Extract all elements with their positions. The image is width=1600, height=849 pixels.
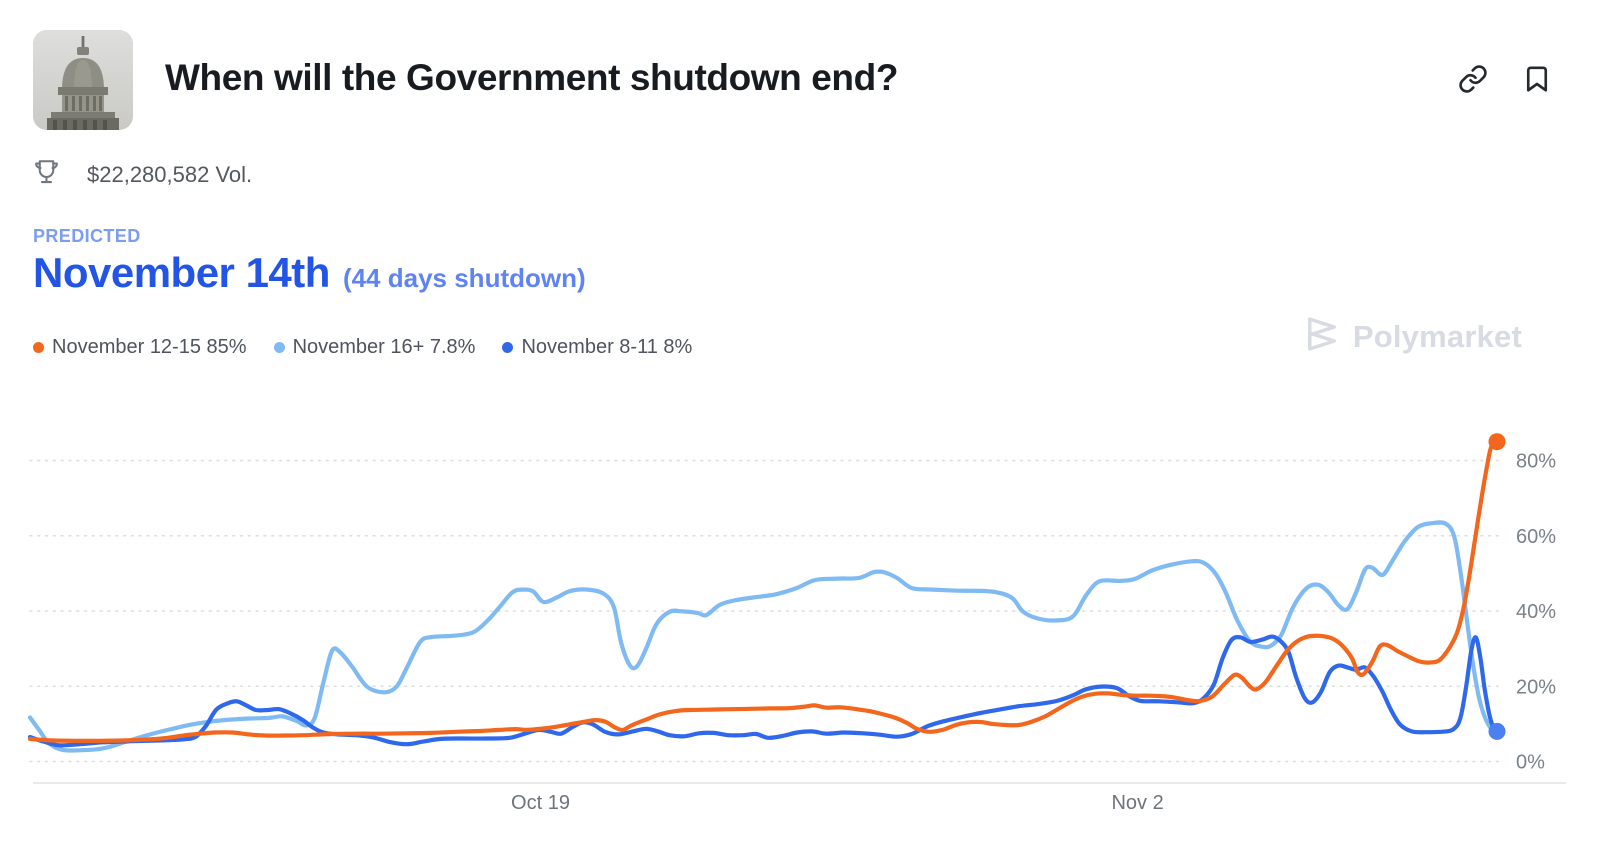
volume-text: $22,280,582 Vol. [87,162,253,187]
y-axis-label-80%: 80% [1516,451,1556,473]
legend-dot-blue [502,342,514,353]
market-image [33,30,133,130]
legend-item-november-8-11[interactable]: November 8-11 8% [502,336,692,359]
x-axis-label-nov-2: Nov 2 [1111,792,1163,814]
trophy-icon [33,157,60,193]
x-axis-label-oct-19: Oct 19 [511,792,570,814]
legend-item-november-12-15[interactable]: November 12-15 85% [33,336,247,359]
volume-row: $22,280,582 Vol. [33,157,252,193]
y-axis-label-20%: 20% [1516,676,1556,698]
card-actions [1458,64,1552,94]
legend-value: 7.8% [429,336,476,358]
legend-name: November 12-15 [52,336,201,358]
series-line-november-12-15 [27,439,1500,743]
watermark-text: Polymarket [1352,318,1522,354]
y-axis-label-0%: 0% [1516,752,1545,774]
legend-name: November 16+ [292,336,425,358]
chart-legend: November 12-15 85% November 16+ 7.8% Nov… [33,336,692,359]
series-end-dot-november-8-11 [1488,722,1506,740]
legend-dot-lightblue [273,342,285,353]
legend-name: November 8-11 [521,336,658,358]
legend-dot-orange [33,342,44,353]
polymarket-watermark: Polymarket [1301,313,1522,360]
page-title: When will the Government shutdown end? [165,57,899,98]
bookmark-icon[interactable] [1522,64,1552,94]
series-end-dot-november-12-15 [1488,433,1506,451]
prediction-value: November 14th [33,249,330,296]
predicted-label: PREDICTED [33,226,141,246]
series-line-november-16+ [27,520,1500,753]
price-chart-svg[interactable]: 80% 60% 40% 20% 0% Oct 19 Nov 2 [0,400,1600,849]
y-axis-label-40%: 40% [1516,601,1556,623]
capitol-building-image [33,30,133,130]
legend-value: 85% [206,336,247,358]
legend-item-november-16plus[interactable]: November 16+ 7.8% [273,336,476,359]
link-icon[interactable] [1458,64,1488,94]
prediction-row: November 14th (44 days shutdown) [33,249,586,297]
prediction-note: (44 days shutdown) [342,263,586,293]
price-chart[interactable]: 80% 60% 40% 20% 0% Oct 19 Nov 2 [0,400,1600,849]
polymarket-logo-icon [1301,313,1343,360]
series-line-november-8-11 [27,634,1500,748]
legend-value: 8% [663,336,693,358]
y-axis-label-60%: 60% [1516,526,1556,548]
